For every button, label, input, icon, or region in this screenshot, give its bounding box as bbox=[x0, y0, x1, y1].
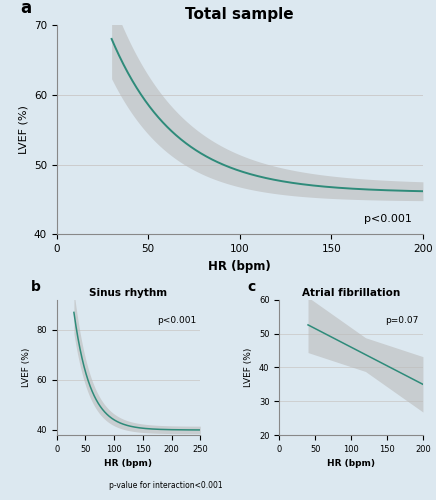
Y-axis label: LVEF (%): LVEF (%) bbox=[245, 348, 253, 387]
Y-axis label: LVEF (%): LVEF (%) bbox=[18, 106, 28, 154]
Y-axis label: LVEF (%): LVEF (%) bbox=[22, 348, 31, 387]
Text: b: b bbox=[31, 280, 41, 294]
Text: a: a bbox=[20, 0, 31, 16]
Text: c: c bbox=[248, 280, 256, 294]
Title: Sinus rhythm: Sinus rhythm bbox=[89, 288, 167, 298]
Title: Total sample: Total sample bbox=[185, 8, 294, 22]
X-axis label: HR (bpm): HR (bpm) bbox=[105, 460, 153, 468]
X-axis label: HR (bpm): HR (bpm) bbox=[327, 460, 375, 468]
X-axis label: HR (bpm): HR (bpm) bbox=[208, 260, 271, 272]
Text: p=0.07: p=0.07 bbox=[385, 316, 419, 325]
Title: Atrial fibrillation: Atrial fibrillation bbox=[302, 288, 400, 298]
Text: p<0.001: p<0.001 bbox=[157, 316, 196, 325]
Text: p-value for interaction<0.001: p-value for interaction<0.001 bbox=[109, 481, 222, 490]
Text: p<0.001: p<0.001 bbox=[364, 214, 412, 224]
